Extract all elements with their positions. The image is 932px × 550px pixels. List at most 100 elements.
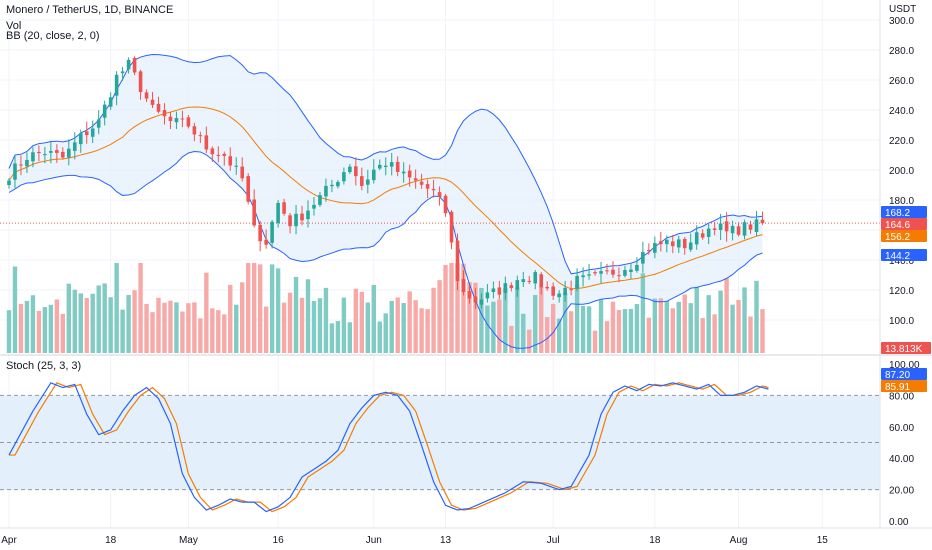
- volume-bar: [485, 305, 490, 353]
- volume-bar: [724, 278, 729, 353]
- stochastic-legend[interactable]: Stoch (25, 3, 3): [6, 360, 82, 372]
- volume-bar: [144, 304, 149, 353]
- volume-bar: [760, 309, 765, 353]
- candle-body: [120, 71, 125, 74]
- volume-bar: [628, 308, 634, 353]
- volume-bar: [6, 310, 12, 353]
- volume-bar: [12, 266, 18, 353]
- candle-body: [7, 180, 11, 185]
- volume-bar: [228, 284, 233, 353]
- candle-body: [539, 274, 544, 288]
- candle-body: [497, 287, 502, 295]
- candle-body: [706, 228, 711, 237]
- candle-body: [563, 287, 567, 296]
- stochastic-lines: [8, 382, 769, 513]
- stoch-grid: [0, 394, 880, 491]
- volume-bar: [42, 307, 48, 353]
- candle-body: [401, 171, 406, 174]
- volume-bar: [293, 276, 299, 353]
- volume-bar: [431, 287, 436, 353]
- volume-bar: [257, 264, 263, 353]
- bollinger-band-fill: [9, 54, 763, 349]
- volume-bar: [598, 299, 604, 353]
- candle-body: [37, 151, 41, 154]
- volume-bar: [401, 302, 406, 353]
- stoch-tick-label: 60.00: [889, 423, 914, 434]
- candle-body: [72, 142, 77, 151]
- price-tick-label: 100.0: [889, 316, 914, 327]
- price-tick-label: 180.0: [889, 196, 914, 207]
- stoch-d-badge-text: 85.91: [885, 382, 910, 393]
- volume-bar: [568, 311, 574, 353]
- volume-bar: [479, 287, 484, 353]
- volume-bar: [66, 283, 71, 353]
- stoch-k-badge-text: 87.20: [885, 370, 910, 381]
- volume-bar: [604, 321, 610, 353]
- candle-body: [300, 213, 304, 221]
- volume-bar: [323, 287, 329, 353]
- bb-upper-badge-text: 168.2: [885, 208, 910, 219]
- volume-bar: [240, 282, 245, 353]
- volume-bar: [60, 313, 66, 353]
- volume-bar: [180, 311, 185, 353]
- candle-body: [258, 224, 262, 242]
- candle-body: [204, 135, 209, 150]
- bb-basis-badge-text: 156.2: [885, 232, 910, 243]
- volume-bar: [742, 287, 747, 353]
- volume-bar: [539, 286, 544, 353]
- price-tick-label: 140.0: [889, 256, 914, 267]
- volume-bar: [473, 282, 478, 353]
- volume-bar: [132, 290, 137, 353]
- candle-body: [551, 286, 555, 296]
- volume-bar: [263, 306, 269, 353]
- time-tick-label: May: [179, 535, 198, 546]
- volume-bar: [556, 318, 562, 353]
- volume-bar: [467, 282, 472, 353]
- volume-bar: [670, 308, 675, 353]
- bb-upper-badge: 168.2: [881, 206, 927, 219]
- candle-body: [366, 179, 370, 185]
- volume-bar: [413, 300, 418, 353]
- candle-body: [742, 222, 747, 236]
- volume-bar: [353, 288, 359, 353]
- candle-body: [593, 272, 597, 274]
- candle-body: [144, 92, 149, 99]
- candle-body: [306, 210, 310, 220]
- price-tick-label: 280.0: [889, 46, 914, 57]
- volume-bar: [610, 301, 616, 353]
- candle-body: [246, 176, 250, 202]
- candle-body: [210, 148, 215, 155]
- time-tick-label: 13: [440, 535, 452, 546]
- candle-body: [90, 128, 95, 137]
- bollinger-legend[interactable]: BB (20, close, 2, 0): [6, 30, 100, 42]
- volume-bar: [533, 294, 538, 353]
- volume-legend[interactable]: Vol: [6, 20, 22, 32]
- candle-body: [371, 169, 376, 181]
- volume-bar: [509, 325, 514, 353]
- candle-body: [670, 241, 675, 247]
- candle-body: [25, 159, 29, 167]
- candle-body: [413, 178, 418, 181]
- stoch-k-line: [8, 382, 769, 513]
- candle-body: [443, 195, 448, 214]
- bollinger-fill: [9, 54, 763, 349]
- candle-body: [348, 166, 352, 173]
- candle-body: [437, 192, 442, 197]
- price-tick-label: 200.0: [889, 166, 914, 177]
- volume-bar: [168, 300, 173, 353]
- volume-bar: [718, 290, 723, 353]
- candle-body: [216, 154, 221, 156]
- time-tick-label: 18: [105, 535, 117, 546]
- stoch-band-fill: [0, 395, 880, 490]
- volume-bar: [712, 314, 717, 353]
- candle-body: [455, 240, 460, 281]
- candle-body: [162, 110, 167, 117]
- volume-bar: [688, 303, 693, 353]
- time-tick-label: 18: [649, 535, 661, 546]
- symbol-legend[interactable]: Monero / TetherUS, 1D, BINANCE: [6, 4, 174, 16]
- volume-bar: [72, 289, 77, 353]
- time-tick-label: 16: [273, 535, 285, 546]
- candle-body: [198, 135, 203, 137]
- candle-body: [461, 279, 466, 292]
